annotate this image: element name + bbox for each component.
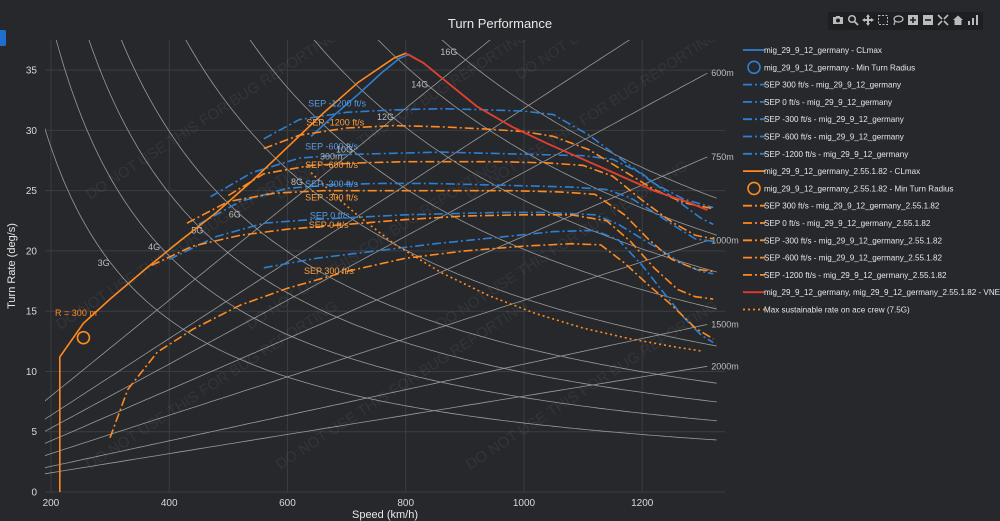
series-annotation: SEP -600 ft/s bbox=[305, 142, 358, 152]
y-tick-label: 5 bbox=[31, 427, 37, 438]
legend-item[interactable]: mig_29_9_12_germany, mig_29_9_12_germany… bbox=[764, 288, 1000, 297]
x-tick-label: 600 bbox=[279, 498, 296, 509]
pan-icon[interactable] bbox=[861, 13, 875, 27]
series-annotation: SEP -1200 ft/s bbox=[308, 98, 366, 108]
side-panel-tab[interactable] bbox=[0, 30, 6, 46]
series-line bbox=[227, 160, 714, 240]
y-tick-label: 15 bbox=[26, 307, 38, 318]
legend-item[interactable]: mig_29_9_12_germany - CLmax bbox=[764, 46, 882, 55]
turn-radius-line bbox=[45, 365, 708, 475]
turn-radius-line bbox=[45, 240, 708, 457]
chart-modebar bbox=[828, 12, 983, 30]
legend-item[interactable]: SEP -300 ft/s - mig_29_9_12_germany bbox=[764, 115, 905, 124]
series-annotation: 300m bbox=[320, 151, 343, 161]
g-load-line bbox=[120, 40, 717, 384]
g-load-line bbox=[377, 40, 717, 236]
turn-radius-label: 2000m bbox=[711, 361, 739, 371]
g-load-line bbox=[249, 40, 717, 310]
turn-radius-label: 1500m bbox=[711, 319, 739, 329]
legend-item[interactable]: SEP -300 ft/s - mig_29_9_12_germany_2.55… bbox=[764, 236, 943, 245]
series-annotation: SEP -300 ft/s bbox=[305, 179, 358, 189]
legend-item[interactable]: Max sustainable rate on ace crew (7.5G) bbox=[764, 306, 910, 315]
autoscale-icon[interactable] bbox=[936, 13, 950, 27]
plotly-logo-icon[interactable] bbox=[966, 13, 980, 27]
g-load-label: 6G bbox=[229, 209, 241, 219]
series-annotation: SEP -600 ft/s bbox=[305, 160, 358, 170]
x-tick-label: 200 bbox=[43, 498, 60, 509]
y-tick-label: 35 bbox=[26, 66, 38, 77]
series-line bbox=[210, 151, 714, 226]
chart-title: Turn Performance bbox=[448, 16, 552, 31]
series-line bbox=[263, 107, 714, 209]
turn-radius-line bbox=[45, 324, 708, 469]
turn-radius-line bbox=[45, 40, 491, 402]
series-line bbox=[186, 189, 714, 273]
lasso-select-icon[interactable] bbox=[891, 13, 905, 27]
legend-item[interactable]: SEP 300 ft/s - mig_29_9_12_germany_2.55.… bbox=[764, 202, 940, 211]
series-annotation: SEP 300 ft/s bbox=[304, 266, 354, 276]
g-load-label: 3G bbox=[98, 258, 110, 268]
legend-marker bbox=[747, 60, 761, 75]
legend-item[interactable]: SEP 300 ft/s - mig_29_9_12_germany bbox=[764, 81, 902, 90]
box-select-icon[interactable] bbox=[876, 13, 890, 27]
series-line bbox=[263, 229, 714, 344]
g-load-label: 16G bbox=[440, 47, 457, 57]
y-tick-label: 30 bbox=[26, 126, 38, 137]
y-tick-label: 0 bbox=[31, 488, 37, 499]
turn-radius-label: 750m bbox=[711, 152, 734, 162]
reset-axes-icon[interactable] bbox=[951, 13, 965, 27]
g-load-label: 4G bbox=[148, 242, 160, 252]
g-load-line bbox=[185, 40, 717, 347]
series-line bbox=[151, 214, 714, 300]
turn-radius-label: 1000m bbox=[711, 236, 739, 246]
legend-item[interactable]: SEP -600 ft/s - mig_29_9_12_germany_2.55… bbox=[764, 254, 943, 263]
x-tick-label: 1200 bbox=[631, 498, 654, 509]
turn-radius-line bbox=[45, 40, 631, 420]
series-line bbox=[109, 242, 714, 439]
g-load-line bbox=[313, 40, 717, 273]
turn-radius-line bbox=[45, 156, 708, 444]
series-annotation: SEP -1200 ft/s bbox=[306, 118, 364, 128]
series-line bbox=[310, 172, 702, 352]
x-axis-label: Speed (km/h) bbox=[352, 509, 418, 521]
series-annotation: SEP 0 ft/s bbox=[309, 220, 349, 230]
legend-item[interactable]: mig_29_9_12_germany - Min Turn Radius bbox=[764, 63, 915, 72]
series-annotation: SEP 0 ft/s bbox=[310, 210, 350, 220]
series-annotation: R = 300 m bbox=[55, 308, 97, 318]
x-tick-label: 1000 bbox=[513, 498, 536, 509]
legend-item[interactable]: SEP -1200 ft/s - mig_29_9_12_germany_2.5… bbox=[764, 271, 947, 280]
legend-item[interactable]: mig_29_9_12_germany_2.55.1.82 - CLmax bbox=[764, 167, 920, 176]
g-load-label: 14G bbox=[411, 80, 428, 90]
x-tick-label: 400 bbox=[161, 498, 178, 509]
g-load-line bbox=[55, 40, 717, 422]
y-tick-label: 20 bbox=[26, 246, 38, 257]
camera-icon[interactable] bbox=[831, 13, 845, 27]
x-tick-label: 800 bbox=[397, 498, 414, 509]
g-load-label: 5G bbox=[191, 226, 203, 236]
legend-marker bbox=[747, 181, 761, 196]
series-line bbox=[405, 52, 708, 211]
series-annotation: SEP -300 ft/s bbox=[305, 192, 358, 202]
y-tick-label: 25 bbox=[26, 186, 38, 197]
legend-item[interactable]: SEP -1200 ft/s - mig_29_9_12_germany bbox=[764, 150, 909, 159]
y-axis-label: Turn Rate (deg/s) bbox=[6, 223, 18, 309]
g-load-line bbox=[88, 40, 717, 403]
g-load-line bbox=[441, 40, 717, 199]
y-tick-label: 10 bbox=[26, 367, 38, 378]
zoom-in-icon[interactable] bbox=[906, 13, 920, 27]
legend-item[interactable]: SEP 0 ft/s - mig_29_9_12_germany_2.55.1.… bbox=[764, 219, 931, 228]
turn-radius-label: 600m bbox=[711, 68, 734, 78]
min-turn-radius-marker bbox=[76, 330, 91, 345]
legend-item[interactable]: mig_29_9_12_germany_2.55.1.82 - Min Turn… bbox=[764, 184, 953, 193]
g-load-label: 10G bbox=[336, 144, 353, 154]
legend-item[interactable]: SEP 0 ft/s - mig_29_9_12_germany bbox=[764, 98, 893, 107]
zoom-out-icon[interactable] bbox=[921, 13, 935, 27]
zoom-icon[interactable] bbox=[846, 13, 860, 27]
series-line bbox=[168, 211, 714, 275]
g-load-label: 8G bbox=[291, 177, 303, 187]
g-load-label: 12G bbox=[377, 112, 394, 122]
legend-item[interactable]: SEP -600 ft/s - mig_29_9_12_germany bbox=[764, 133, 905, 142]
